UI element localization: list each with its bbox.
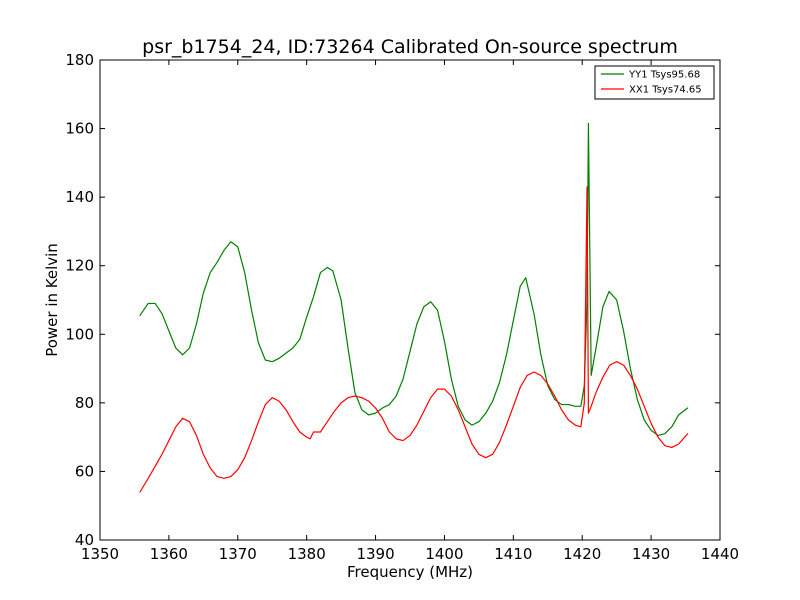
y-tick-label: 60 (75, 462, 94, 480)
y-tick-label: 120 (65, 257, 94, 275)
ticks-layer: 1350 1360 1370 1380 1390 1400 1410 1420 1430 1440… (65, 51, 739, 563)
series-line-0 (139, 122, 689, 437)
x-tick-label: 1440 (701, 545, 739, 563)
y-tick-label: 140 (65, 188, 94, 206)
y-tick-label: 40 (75, 531, 94, 549)
legend: YY1 Tsys95.68 XX1 Tsys74.65 (594, 65, 715, 100)
legend-label-yy1: YY1 Tsys95.68 (628, 70, 700, 81)
x-tick-label: 1380 (288, 545, 326, 563)
x-tick-label: 1350 (81, 545, 119, 563)
y-tick-label: 80 (75, 394, 94, 412)
plot-background (100, 60, 720, 540)
legend-label-xx1: XX1 Tsys74.65 (629, 85, 702, 96)
y-tick-label: 180 (65, 51, 94, 69)
x-tick-label: 1420 (563, 545, 601, 563)
y-tick-label: 100 (65, 325, 94, 343)
y-tick-label: 160 (65, 120, 94, 138)
legend-box (594, 65, 715, 100)
x-tick-label: 1400 (425, 545, 463, 563)
plot-frame (99, 59, 721, 541)
x-tick-label: 1410 (494, 545, 532, 563)
x-axis-title: Frequency (MHz) (347, 563, 473, 581)
series-layer (139, 122, 689, 493)
series-line-1 (139, 186, 689, 493)
plot-area: 1350 1360 1370 1380 1390 1400 1410 1420 1430 1440… (65, 51, 739, 563)
chart-title: psr_b1754_24, ID:73264 Calibrated On-sou… (142, 36, 678, 58)
y-axis-title: Power in Kelvin (43, 243, 61, 357)
x-tick-label: 1430 (632, 545, 670, 563)
x-tick-label: 1360 (150, 545, 188, 563)
x-tick-label: 1390 (356, 545, 394, 563)
x-tick-label: 1370 (219, 545, 257, 563)
